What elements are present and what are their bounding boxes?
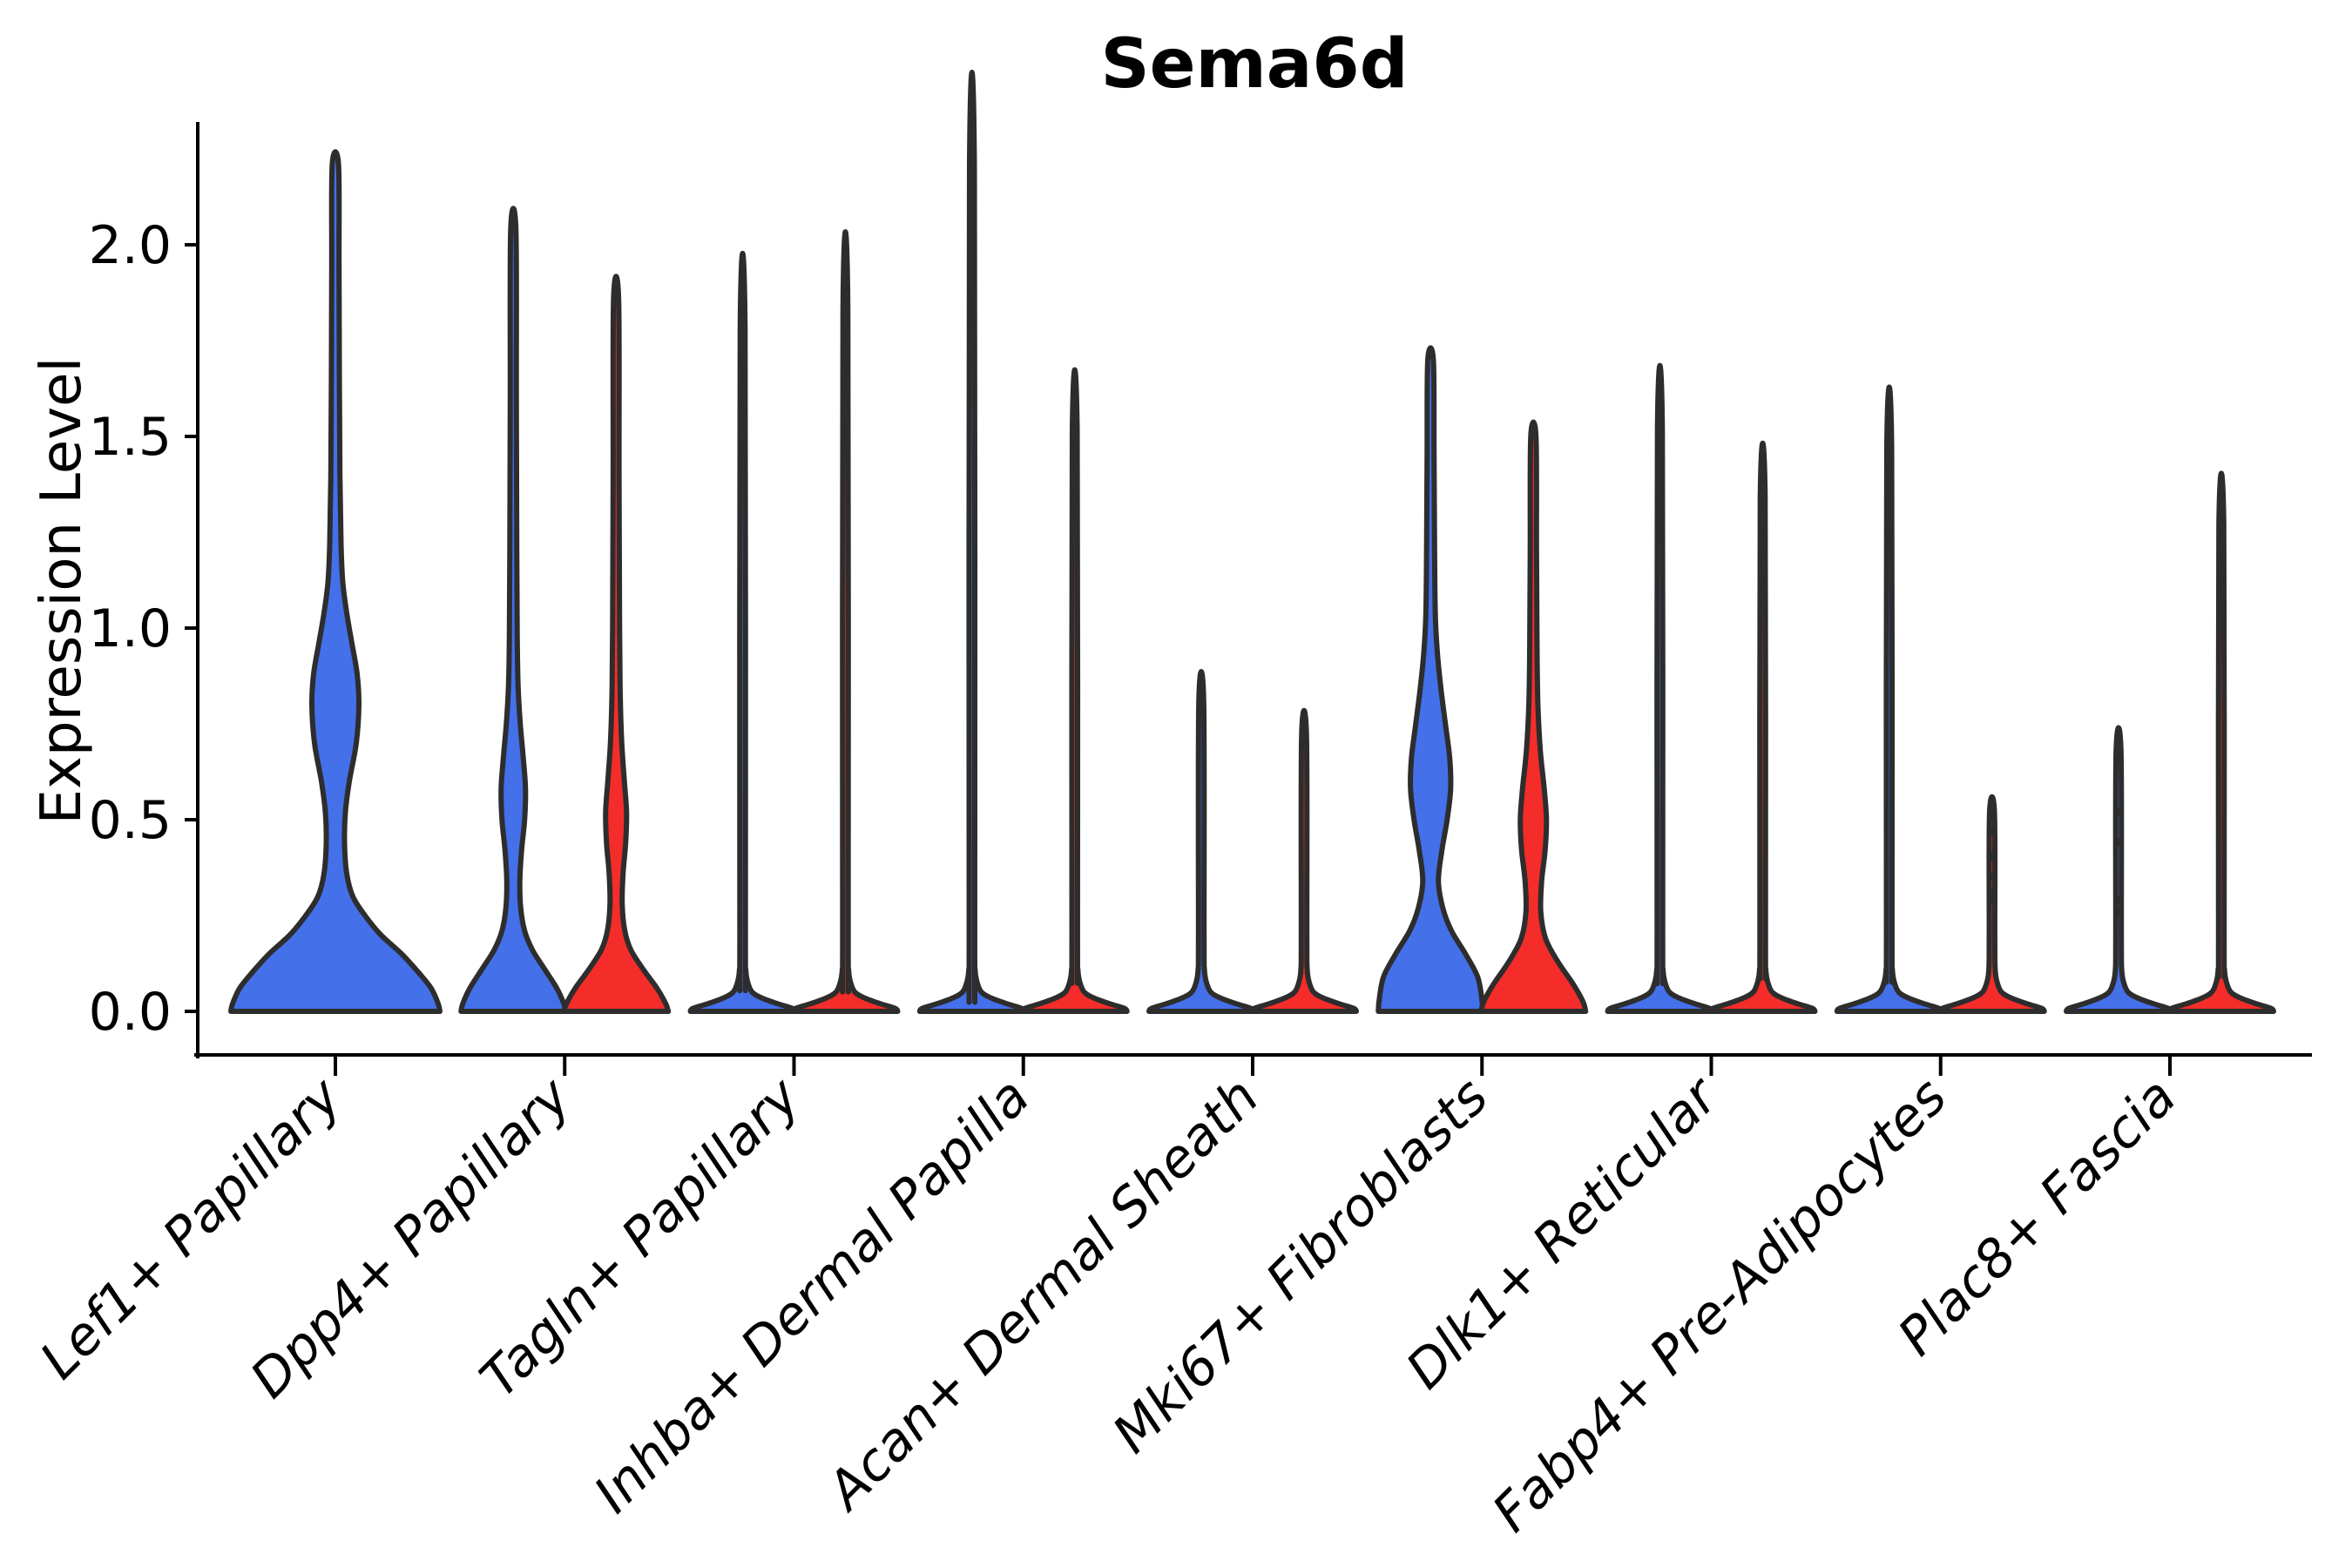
violin-lef1-papillary-blue (228, 149, 443, 1014)
jitter-dot-fabp4-pre-adipocytes-red (1988, 827, 1997, 835)
y-tick-label: 1.0 (89, 598, 172, 659)
violin-plac8-fascia-blue (2064, 725, 2173, 1014)
x-tick-label-acan-dermal-sheath: Acan+ Dermal Sheath (814, 1066, 1271, 1524)
violin-dpp4-papillary-red (561, 274, 672, 1014)
jitter-dot-plac8-fascia-blue (2114, 908, 2123, 916)
violin-dpp4-papillary-blue (458, 206, 569, 1014)
jitter-dot-fabp4-pre-adipocytes-red (1988, 854, 1997, 862)
jitter-dot-fabp4-pre-adipocytes-red (1988, 896, 1997, 904)
y-axis-ticks: 0.0 0.5 1.0 1.5 2.0 (89, 215, 198, 1043)
violin-acan-dermal-sheath-red (1249, 707, 1359, 1014)
jitter-dots-layer (1988, 808, 2123, 916)
jitter-dot-fabp4-pre-adipocytes-red (1988, 873, 1997, 882)
y-tick-label: 0.5 (89, 790, 172, 851)
x-tick-label-inhba-dermal-papilla: Inhba+ Dermal Papilla (583, 1066, 1041, 1524)
y-tick-label: 1.5 (89, 407, 172, 468)
violin-plac8-fascia-red (2166, 470, 2276, 1014)
violin-fabp4-pre-adipocytes-blue (1834, 384, 1944, 1014)
jitter-dot-plac8-fascia-blue (2114, 838, 2123, 847)
violins-layer (228, 69, 2276, 1014)
y-axis-label: Expression Level (30, 357, 94, 825)
y-tick-label: 2.0 (89, 215, 172, 276)
x-tick-label-fabp4-pre-adipocytes: Fabp4+ Pre-Adipocytes (1481, 1066, 1958, 1544)
x-tick-label-mki67-fibroblasts: Mki67+ Fibroblasts (1101, 1066, 1500, 1465)
violin-tagln-papillary-red (790, 229, 901, 1014)
violin-tagln-papillary-blue (687, 250, 798, 1014)
violin-dlk1-reticular-red (1707, 440, 1818, 1014)
violin-inhba-dermal-papilla-red (1019, 367, 1130, 1014)
violin-acan-dermal-sheath-blue (1146, 669, 1256, 1014)
violin-mki67-fibroblasts-red (1478, 419, 1589, 1014)
violin-dlk1-reticular-blue (1605, 362, 1715, 1014)
jitter-dot-fabp4-pre-adipocytes-red (1988, 889, 1997, 897)
plot-title: Sema6d (1100, 25, 1408, 104)
violin-inhba-dermal-papilla-blue (916, 69, 1027, 1014)
jitter-dot-plac8-fascia-blue (2114, 896, 2123, 904)
y-tick-label: 0.0 (89, 982, 172, 1043)
jitter-dot-plac8-fascia-blue (2114, 808, 2123, 816)
violin-mki67-fibroblasts-blue (1375, 345, 1486, 1014)
